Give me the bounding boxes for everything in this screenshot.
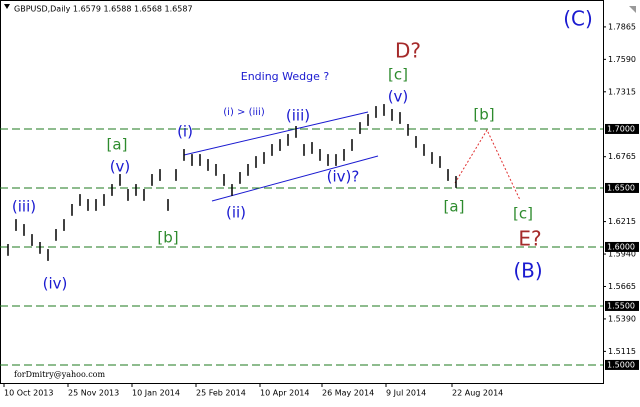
level-label-box xyxy=(605,241,639,252)
x-tick-label: 10 Apr 2014 xyxy=(260,389,309,398)
x-tick-label: 9 Jul 2014 xyxy=(386,389,426,398)
wedge-upper xyxy=(183,111,369,156)
wave-label: (i) xyxy=(177,123,193,141)
forecast-path xyxy=(454,128,521,201)
corner-mark xyxy=(629,6,636,13)
wave-label: [c] xyxy=(388,66,408,84)
y-tick-label: 1.7865 xyxy=(608,22,636,31)
footer: forDmitry@yahoo.com xyxy=(14,370,105,379)
wave-label: (iv) xyxy=(43,275,68,293)
y-tick-label: 1.7590 xyxy=(608,55,636,64)
level-label: 1.5000 xyxy=(607,360,635,369)
level-label-box xyxy=(605,300,639,311)
x-tick-label: 10 Jan 2014 xyxy=(132,389,180,398)
x-tick-label: 26 May 2014 xyxy=(322,389,374,398)
level-label-box xyxy=(605,182,639,193)
level-label-box xyxy=(605,359,639,370)
wedge-lower xyxy=(211,155,379,202)
wave-label: (ii) xyxy=(226,204,246,222)
wave-label: D? xyxy=(395,39,421,63)
level-label-box xyxy=(605,123,639,134)
y-tick-label: 1.6765 xyxy=(608,152,636,161)
wave-label: (C) xyxy=(563,7,593,31)
wave-label: (iii) xyxy=(286,107,310,125)
wave-label: [a] xyxy=(107,136,128,154)
level-label: 1.6000 xyxy=(607,242,635,251)
level-label: 1.7000 xyxy=(607,124,635,133)
y-tick-label: 1.5390 xyxy=(608,314,636,323)
wave-label: [b] xyxy=(473,106,494,124)
wave-label: E? xyxy=(518,227,541,251)
y-tick-label: 1.6215 xyxy=(608,217,636,226)
y-tick-label: 1.5665 xyxy=(608,282,636,291)
wave-label: (B) xyxy=(513,259,542,283)
x-tick-label: 10 Oct 2013 xyxy=(4,389,53,398)
wave-label: (v) xyxy=(388,88,409,106)
y-tick-label: 1.5115 xyxy=(608,347,636,356)
plot-frame xyxy=(0,0,604,384)
x-tick-label: 25 Nov 2013 xyxy=(68,389,119,398)
y-tick-label: 1.7315 xyxy=(608,87,636,96)
wave-label: (iv)? xyxy=(327,168,360,186)
wave-label: (i) > (iii) xyxy=(223,107,265,118)
chart-title: GBPUSD,Daily 1.6579 1.6588 1.6568 1.6587 xyxy=(14,5,193,14)
level-label: 1.5500 xyxy=(607,301,635,310)
x-tick-label: 25 Feb 2014 xyxy=(196,389,246,398)
x-tick-label: 22 Aug 2014 xyxy=(452,389,503,398)
wave-label: [a] xyxy=(444,198,465,216)
level-label: 1.6500 xyxy=(607,183,635,192)
y-tick-label: 1.5940 xyxy=(608,250,636,259)
wave-label: [c] xyxy=(513,205,533,223)
wave-label: (iii) xyxy=(12,198,36,216)
wave-label: [b] xyxy=(157,229,178,247)
wave-label: Ending Wedge ? xyxy=(241,70,330,83)
wave-label: (v) xyxy=(110,158,131,176)
symbol-arrow xyxy=(4,4,10,9)
